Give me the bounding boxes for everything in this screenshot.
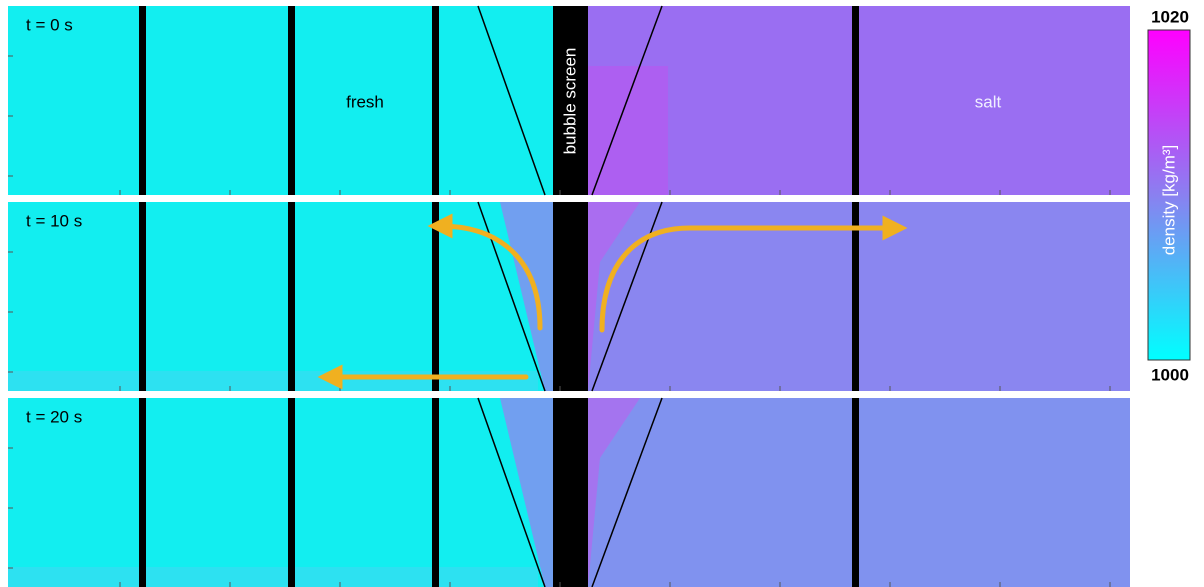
colorbar-max: 1020 [1151,7,1189,26]
bubble-screen [553,398,588,587]
panel-label: t = 0 s [26,15,73,34]
screen-label: bubble screen [560,48,579,155]
fresh-region [8,6,553,195]
divider [139,6,146,195]
divider [432,202,439,391]
panels: t = 0 s t = 10 s t = 20 s fresh salt bubble s… [8,6,1130,587]
mixing-zone [8,371,538,391]
colorbar-label: density [kg/m³] [1159,145,1178,256]
divider [432,6,439,195]
divider [139,202,146,391]
divider [852,398,859,587]
divider [139,398,146,587]
divider [288,202,295,391]
fresh-region [8,398,553,587]
divider [288,398,295,587]
mixing-zone [8,567,538,587]
figure: t = 0 s t = 10 s t = 20 s fresh salt bubble s… [0,0,1204,587]
salt-label: salt [975,92,1002,111]
colorbar-min: 1000 [1151,365,1189,384]
divider [288,6,295,195]
salt-edge [588,66,668,195]
divider [432,398,439,587]
bubble-screen [553,202,588,391]
panel-label: t = 10 s [26,211,82,230]
divider [852,6,859,195]
panel-label: t = 20 s [26,407,82,426]
fresh-label: fresh [346,92,384,111]
